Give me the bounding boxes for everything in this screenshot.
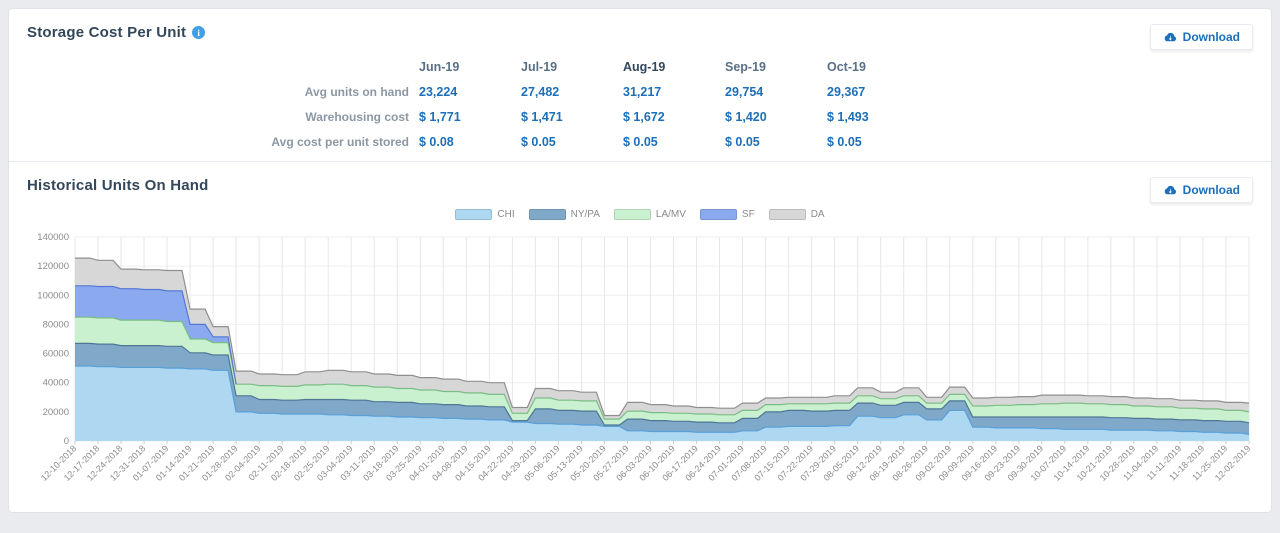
area-band-da[interactable] [75,258,1249,420]
y-axis-label: 80000 [43,319,69,330]
month-column-header: Jul-19 [521,60,558,74]
storage-cost-table: Jun-19 Jul-19 Aug-19 Sep-19 Oct-19 Avg units … [27,60,1271,149]
storage-cost-section: Storage Cost Per Unit i Download Jun-19 J… [9,9,1271,149]
table-value-cell: $ 0.05 [725,135,760,149]
info-icon[interactable]: i [192,26,206,39]
cloud-download-icon [1164,32,1176,41]
section-divider [9,161,1271,162]
legend-item-chi[interactable]: CHI [455,209,515,220]
historical-units-chart[interactable]: CHI NY/PA LA/MV SF DA 0 20000 40000 60000 80000 1… [9,203,1271,513]
history-section-title-text: Historical Units On Hand [27,177,209,194]
legend-item-ny-pa[interactable]: NY/PA [528,209,600,220]
legend-swatch [699,209,737,220]
area-outline-ny-pa [75,342,1250,426]
download-button-storage[interactable]: Download [1149,24,1253,50]
history-section-title: Historical Units On Hand [27,177,209,194]
table-value-cell: 27,482 [521,85,560,99]
table-value-cell: 31,217 [623,85,662,99]
area-band-chi[interactable] [75,366,1249,441]
legend-label: SF [741,209,755,220]
row-label: Avg cost per unit stored [271,135,409,149]
table-value-cell: 29,367 [827,85,866,99]
area-band-ny-pa[interactable] [75,343,1249,435]
legend-swatch [455,209,493,220]
y-axis-label: 100000 [37,290,69,301]
chart-legend: CHI NY/PA LA/MV SF DA [23,209,1257,220]
legend-item-sf[interactable]: SF [699,209,755,220]
area-outline-la-mv [75,316,1250,420]
download-label: Download [1182,30,1240,44]
stacked-area-chart[interactable]: 0200004000060000800001000001200001400001… [23,223,1257,513]
month-column-header: Oct-19 [827,60,866,74]
table-value-cell: 23,224 [419,85,458,99]
legend-swatch [613,209,651,220]
storage-section-title: Storage Cost Per Unit i [27,24,206,41]
table-value-cell: $ 0.05 [827,135,862,149]
y-axis-label: 0 [64,436,69,447]
month-column-header: Aug-19 [623,60,666,74]
area-outline-sf [75,285,237,385]
table-value-cell: $ 0.05 [623,135,658,149]
legend-swatch [528,209,566,220]
dashboard-card: Storage Cost Per Unit i Download Jun-19 J… [8,8,1272,513]
area-outline-chi [75,365,1250,435]
y-axis-label: 60000 [43,349,69,360]
legend-label: LA/MV [655,209,686,220]
download-label: Download [1182,183,1240,197]
area-band-la-mv[interactable] [75,317,1249,425]
table-value-cell: $ 1,493 [827,110,869,124]
y-axis-label: 140000 [37,232,69,243]
area-outline-da [75,257,1250,417]
table-value-cell: $ 1,771 [419,110,461,124]
month-column-header: Sep-19 [725,60,766,74]
y-axis-label: 20000 [43,407,69,418]
legend-item-la-mv[interactable]: LA/MV [613,209,686,220]
table-value-cell: $ 0.05 [521,135,556,149]
table-value-cell: $ 1,420 [725,110,767,124]
cloud-download-icon [1164,185,1176,194]
legend-swatch [768,209,806,220]
y-axis-label: 40000 [43,378,69,389]
legend-label: CHI [497,209,515,220]
row-label: Warehousing cost [305,110,409,124]
table-value-cell: $ 0.08 [419,135,454,149]
legend-item-da[interactable]: DA [768,209,825,220]
table-value-cell: 29,754 [725,85,764,99]
y-axis-label: 120000 [37,261,69,272]
historical-units-section: Historical Units On Hand Download CHI NY/… [9,162,1271,513]
row-label: Avg units on hand [304,85,409,99]
table-value-cell: $ 1,471 [521,110,563,124]
table-value-cell: $ 1,672 [623,110,665,124]
legend-label: DA [810,209,825,220]
storage-section-title-text: Storage Cost Per Unit [27,24,187,41]
month-column-header: Jun-19 [419,60,460,74]
download-button-history[interactable]: Download [1149,177,1253,203]
legend-label: NY/PA [570,209,600,220]
